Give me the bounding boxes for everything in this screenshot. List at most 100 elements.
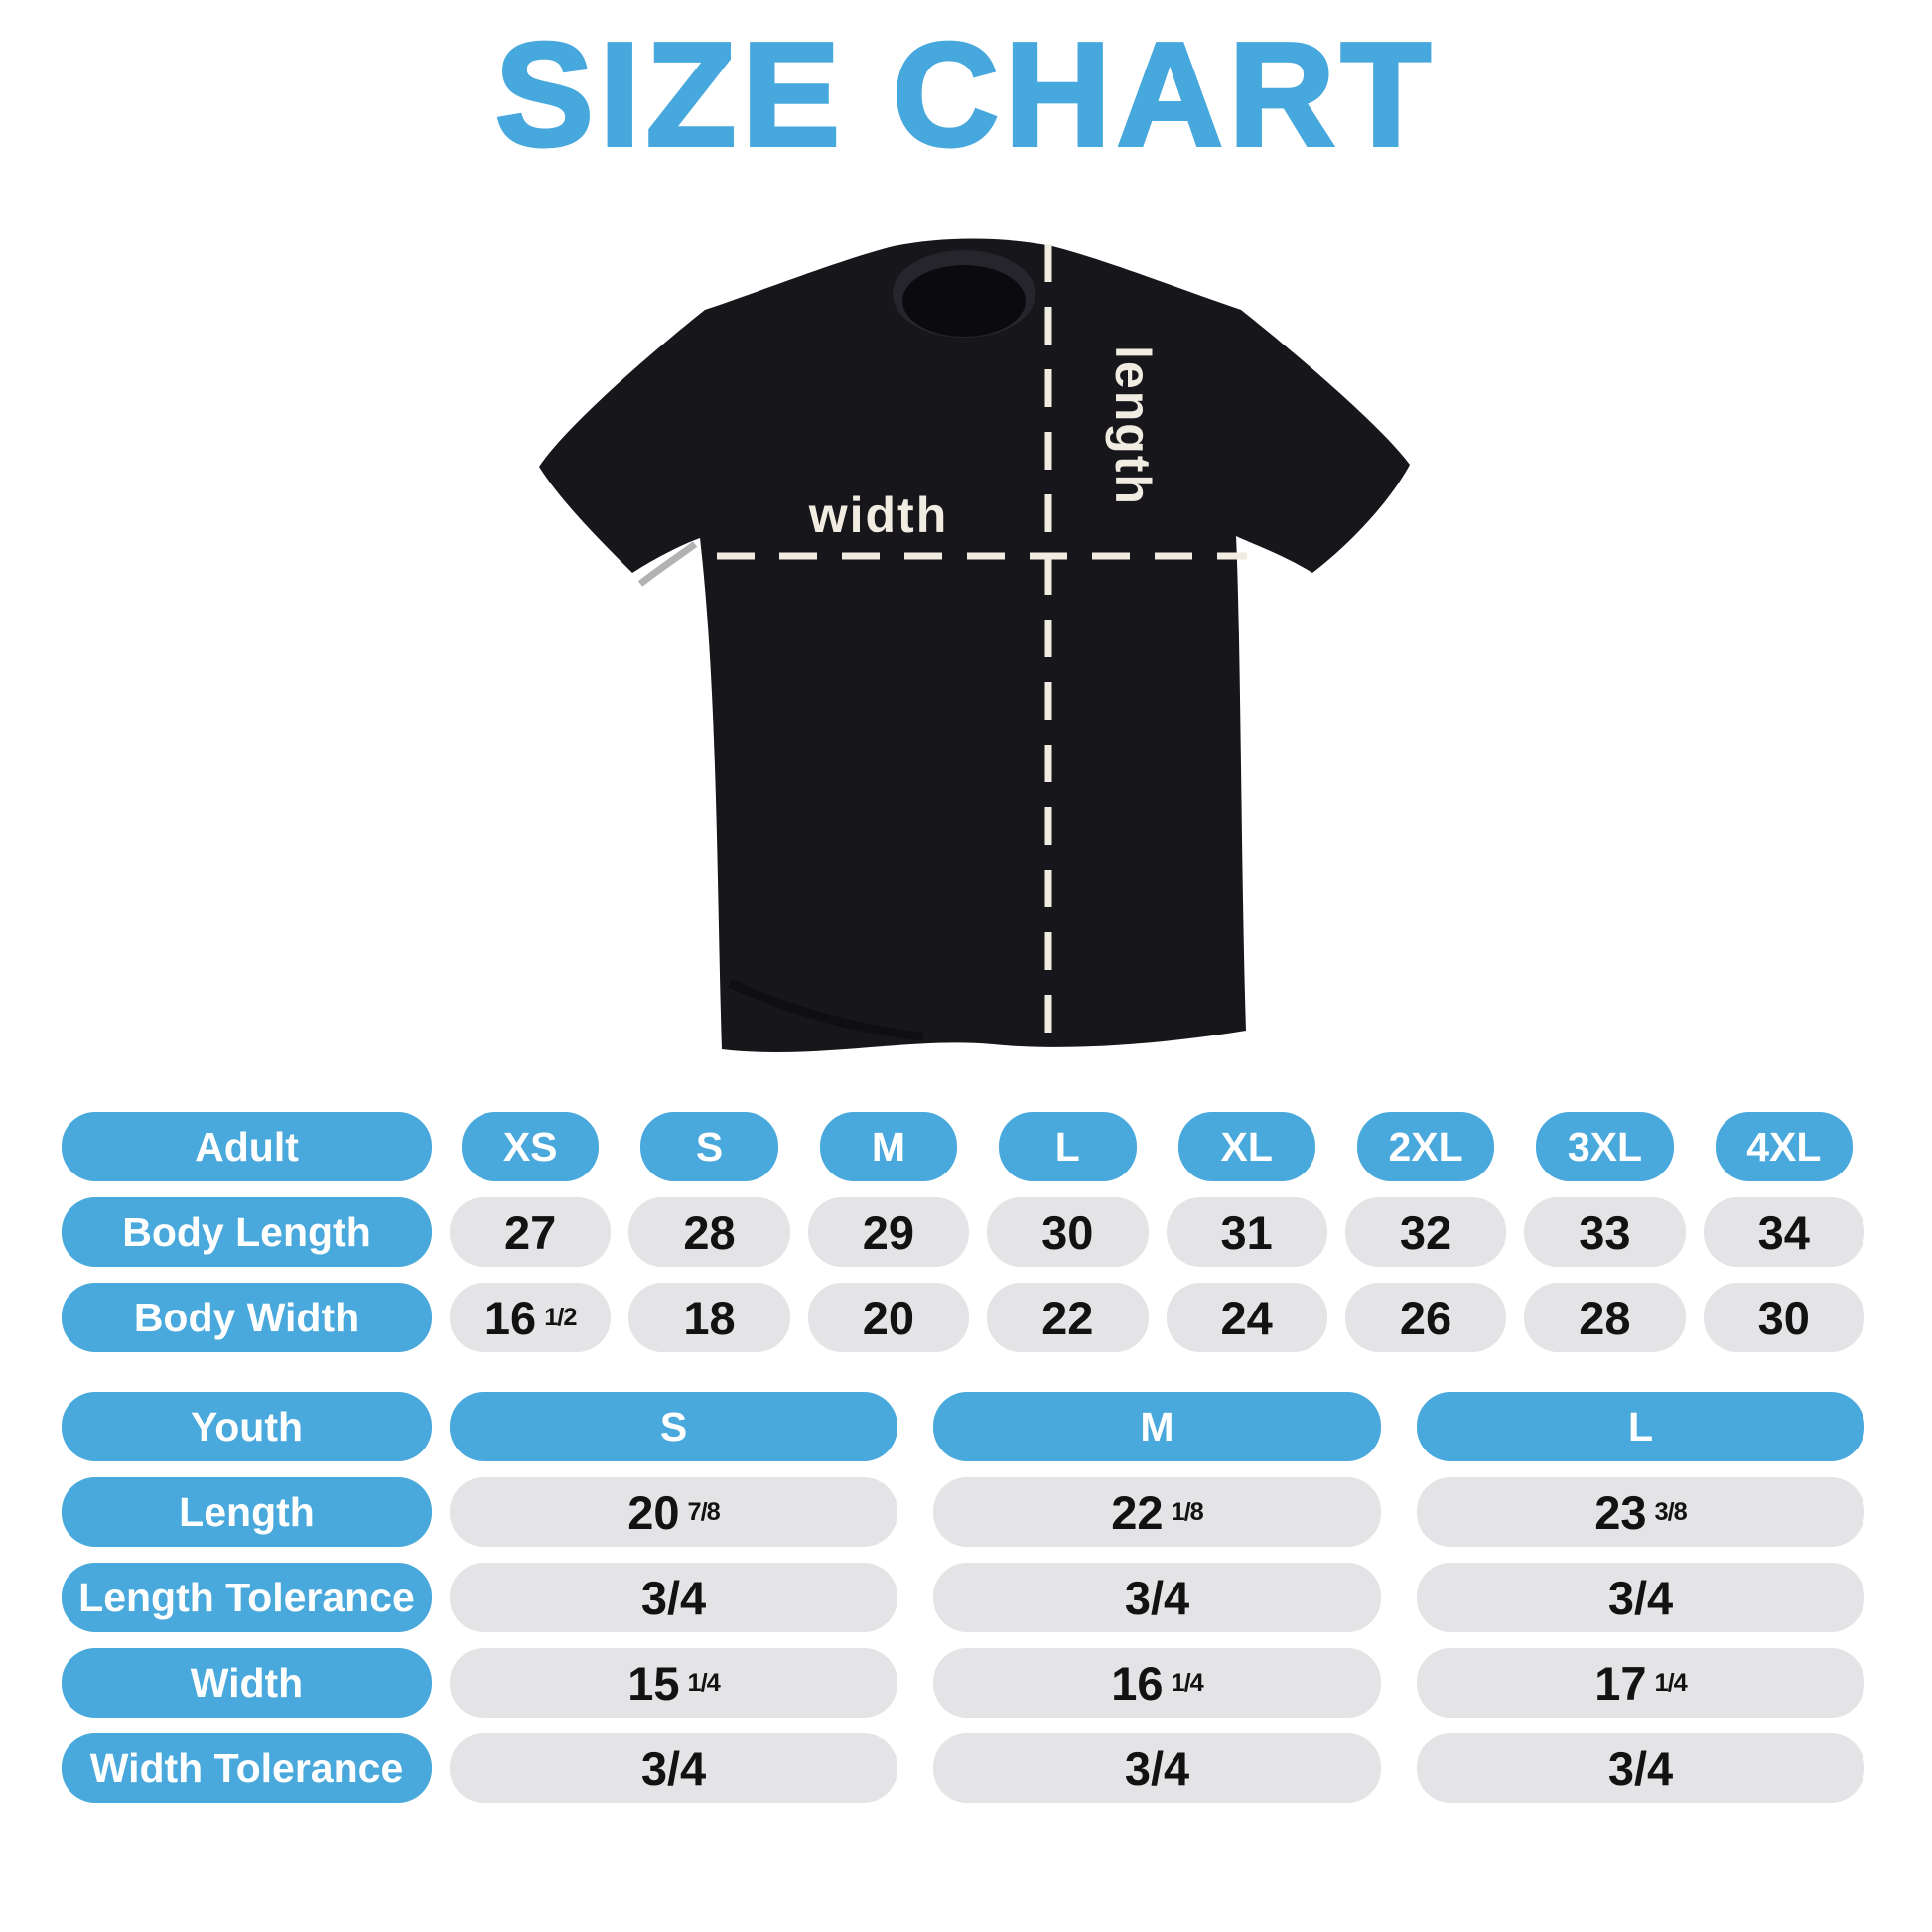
size-value-pill: 29 (807, 1197, 970, 1267)
value-cells: 3/4 3/4 3/4 (450, 1733, 1864, 1803)
size-value-pill: 34 (1703, 1197, 1864, 1267)
size-value-pill: 3/4 (1417, 1733, 1864, 1803)
width-measure-label: width (808, 487, 949, 543)
value-number: 3/4 (1124, 1571, 1190, 1624)
value-cells: 20 7/8 22 1/8 23 3/8 (450, 1477, 1864, 1547)
value-number: 20 (627, 1485, 680, 1539)
row-header-pill: Youth (62, 1392, 432, 1461)
value-number: 3/4 (1607, 1741, 1674, 1795)
header-cells: XS S M L XL 2XL 3XL 4XL (450, 1112, 1864, 1181)
size-table-row: Length 20 7/8 22 1/8 23 3/8 (62, 1477, 1864, 1547)
size-column-pill: XS (462, 1112, 600, 1181)
row-label-pill: Width (62, 1648, 432, 1718)
hem-fold-shadow (728, 978, 924, 1041)
value-number: 18 (683, 1291, 736, 1344)
value-number: 17 (1594, 1656, 1647, 1710)
size-value-pill: 30 (1703, 1283, 1864, 1352)
length-measure-label: length (1105, 345, 1161, 506)
size-table-header-row: Adult XS S M L XL 2XL 3XL 4XL (62, 1112, 1864, 1181)
value-fraction: 1/4 (1654, 1668, 1688, 1697)
value-number: 31 (1220, 1205, 1273, 1259)
size-table-row: Length Tolerance 3/4 3/4 3/4 (62, 1563, 1864, 1632)
size-column-pill: XL (1177, 1112, 1315, 1181)
size-value-pill: 3/4 (1417, 1563, 1864, 1632)
youth-size-table: Youth S M L Length 20 7/8 22 1/8 23 3/8 Length Tole… (62, 1392, 1864, 1819)
size-value-pill: 20 7/8 (450, 1477, 897, 1547)
value-number: 3/4 (640, 1571, 707, 1624)
size-value-pill: 15 1/4 (450, 1648, 897, 1718)
row-label-pill: Length (62, 1477, 432, 1547)
row-label-pill: Width Tolerance (62, 1733, 432, 1803)
size-value-pill: 33 (1524, 1197, 1686, 1267)
size-table-row: Width 15 1/4 16 1/4 17 1/4 (62, 1648, 1864, 1718)
collar-opening (902, 265, 1026, 337)
row-label-pill: Length Tolerance (62, 1563, 432, 1632)
size-column-pill: L (999, 1112, 1137, 1181)
value-cells: 15 1/4 16 1/4 17 1/4 (450, 1648, 1864, 1718)
size-table-row: Body Length 27 28 29 30 31 32 33 34 (62, 1197, 1864, 1267)
tshirt-body (539, 238, 1410, 1052)
size-table-row: Body Width 16 1/2 18 20 22 24 26 28 30 (62, 1283, 1864, 1352)
value-number: 34 (1757, 1205, 1810, 1259)
size-value-pill: 28 (628, 1197, 790, 1267)
value-number: 20 (862, 1291, 915, 1344)
size-column-pill: 3XL (1536, 1112, 1674, 1181)
value-number: 30 (1041, 1205, 1094, 1259)
size-value-pill: 18 (628, 1283, 790, 1352)
size-value-pill: 32 (1344, 1197, 1507, 1267)
value-cells: 3/4 3/4 3/4 (450, 1563, 1864, 1632)
size-value-pill: 31 (1166, 1197, 1327, 1267)
size-value-pill: 16 1/4 (933, 1648, 1381, 1718)
value-number: 16 (1111, 1656, 1164, 1710)
value-fraction: 1/4 (687, 1668, 721, 1697)
size-value-pill: 3/4 (450, 1563, 897, 1632)
size-value-pill: 22 (987, 1283, 1149, 1352)
value-cells: 16 1/2 18 20 22 24 26 28 30 (450, 1283, 1864, 1352)
page-title: SIZE CHART (493, 13, 1437, 177)
value-fraction: 3/8 (1654, 1497, 1688, 1526)
size-value-pill: 23 3/8 (1417, 1477, 1864, 1547)
size-column-pill: S (640, 1112, 778, 1181)
value-number: 28 (683, 1205, 736, 1259)
value-fraction: 1/8 (1171, 1497, 1204, 1526)
value-number: 32 (1399, 1205, 1452, 1259)
size-column-pill: S (450, 1392, 897, 1461)
size-column-pill: L (1417, 1392, 1864, 1461)
size-value-pill: 3/4 (933, 1733, 1381, 1803)
size-value-pill: 28 (1524, 1283, 1686, 1352)
size-value-pill: 22 1/8 (933, 1477, 1381, 1547)
value-number: 3/4 (640, 1741, 707, 1795)
size-value-pill: 30 (987, 1197, 1149, 1267)
value-fraction: 7/8 (687, 1497, 721, 1526)
value-number: 3/4 (1607, 1571, 1674, 1624)
value-fraction: 1/4 (1171, 1668, 1204, 1697)
value-number: 29 (862, 1205, 915, 1259)
value-number: 30 (1757, 1291, 1810, 1344)
value-number: 3/4 (1124, 1741, 1190, 1795)
row-label-pill: Body Length (62, 1197, 432, 1267)
value-number: 27 (504, 1205, 557, 1259)
value-number: 28 (1579, 1291, 1631, 1344)
size-value-pill: 24 (1166, 1283, 1327, 1352)
value-number: 22 (1111, 1485, 1164, 1539)
value-number: 24 (1220, 1291, 1273, 1344)
row-label-pill: Body Width (62, 1283, 432, 1352)
size-value-pill: 26 (1344, 1283, 1507, 1352)
size-table-header-row: Youth S M L (62, 1392, 1864, 1461)
size-value-pill: 27 (450, 1197, 612, 1267)
row-header-pill: Adult (62, 1112, 432, 1181)
size-value-pill: 16 1/2 (450, 1283, 612, 1352)
size-value-pill: 20 (807, 1283, 970, 1352)
size-value-pill: 17 1/4 (1417, 1648, 1864, 1718)
size-column-pill: 2XL (1356, 1112, 1495, 1181)
value-number: 26 (1399, 1291, 1452, 1344)
size-column-pill: M (819, 1112, 958, 1181)
value-number: 16 (483, 1291, 537, 1344)
value-number: 15 (627, 1656, 680, 1710)
size-column-pill: M (933, 1392, 1381, 1461)
value-number: 22 (1041, 1291, 1094, 1344)
value-number: 33 (1579, 1205, 1631, 1259)
value-number: 23 (1594, 1485, 1647, 1539)
